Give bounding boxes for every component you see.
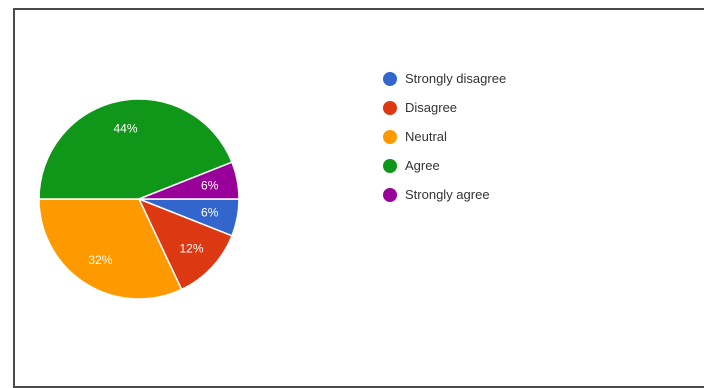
legend-label: Agree — [405, 158, 440, 173]
pie-chart: 6% 12% 32% 44% 6% — [38, 98, 240, 300]
legend-swatch-icon — [383, 71, 397, 86]
legend-item-strongly-agree[interactable]: Strongly agree — [383, 180, 506, 209]
legend-swatch-icon — [383, 129, 397, 144]
slice-label-neutral: 32% — [88, 253, 112, 267]
slice-label-strongly-agree: 6% — [201, 179, 219, 193]
slice-label-agree: 44% — [113, 121, 137, 135]
pie-slice-agree[interactable] — [38, 98, 233, 200]
legend-label: Neutral — [405, 129, 447, 144]
legend-label: Strongly agree — [405, 187, 490, 202]
legend-item-agree[interactable]: Agree — [383, 151, 506, 180]
pie-slice-neutral[interactable] — [38, 198, 183, 300]
legend-label: Strongly disagree — [405, 71, 507, 86]
legend: Strongly disagree Disagree Neutral Agree… — [383, 64, 506, 209]
legend-item-disagree[interactable]: Disagree — [383, 93, 506, 122]
slice-label-disagree: 12% — [179, 241, 203, 255]
pie-slice-strongly-agree[interactable] — [138, 161, 240, 200]
legend-item-strongly-disagree[interactable]: Strongly disagree — [383, 64, 506, 93]
slice-label-strongly-disagree: 6% — [201, 205, 219, 219]
legend-swatch-icon — [383, 158, 397, 173]
legend-swatch-icon — [383, 187, 397, 202]
legend-item-neutral[interactable]: Neutral — [383, 122, 506, 151]
legend-label: Disagree — [405, 100, 458, 115]
legend-swatch-icon — [383, 100, 397, 115]
pie-slice-disagree[interactable] — [137, 197, 233, 291]
